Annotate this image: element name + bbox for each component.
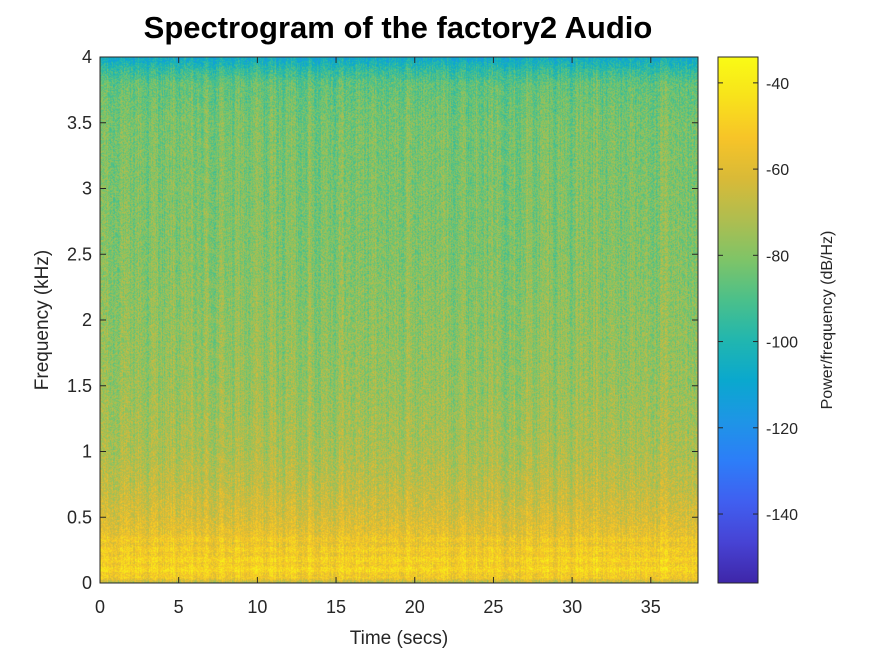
x-tick-label: 20 <box>405 597 425 617</box>
x-tick-label: 35 <box>641 597 661 617</box>
y-axis-label: Frequency (kHz) <box>32 250 53 390</box>
y-tick-label: 3 <box>82 179 92 199</box>
y-tick-label: 3.5 <box>67 113 92 133</box>
colorbar-gradient <box>717 56 759 584</box>
chart-title: Spectrogram of the factory2 Audio <box>144 10 653 45</box>
spectrogram-heatmap <box>100 57 698 583</box>
y-tick-label: 4 <box>82 47 92 67</box>
colorbar-tick-label: -40 <box>766 76 789 93</box>
x-tick-label: 25 <box>483 597 503 617</box>
x-tick-label: 0 <box>95 597 105 617</box>
spectrogram-plot-area <box>100 57 698 583</box>
x-tick-label: 30 <box>562 597 582 617</box>
y-tick-label: 0 <box>82 573 92 593</box>
x-tick-label: 15 <box>326 597 346 617</box>
y-tick-label: 1 <box>82 442 92 462</box>
colorbar-tick-label: -80 <box>766 248 789 265</box>
y-tick-label: 2.5 <box>67 244 92 264</box>
x-tick-label: 5 <box>174 597 184 617</box>
colorbar-label: Power/frequency (dB/Hz) <box>819 231 836 410</box>
y-tick-label: 2 <box>82 310 92 330</box>
colorbar-tick-label: -100 <box>766 335 798 352</box>
y-tick-label: 1.5 <box>67 376 92 396</box>
y-tick-label: 0.5 <box>67 507 92 527</box>
colorbar-tick-label: -140 <box>766 507 798 524</box>
colorbar: -40 -60 -80 -100 -120 -140 <box>717 56 798 584</box>
colorbar-tick-label: -60 <box>766 162 789 179</box>
axes: 0 5 10 15 20 25 30 35 0 0.5 1 1.5 2 2.5 3 3.5 4 <box>67 47 699 617</box>
x-axis-label: Time (secs) <box>350 628 449 649</box>
x-tick-label: 10 <box>247 597 267 617</box>
colorbar-tick-label: -120 <box>766 421 798 438</box>
